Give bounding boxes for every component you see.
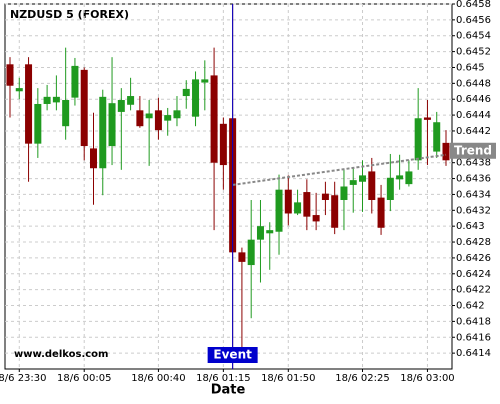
candle-body	[219, 123, 227, 166]
candle-body	[43, 96, 51, 104]
candle-body	[284, 189, 292, 214]
candle-body	[359, 175, 367, 182]
candle-body	[377, 197, 385, 228]
x-axis-label: Date	[211, 383, 246, 398]
y-tick-label: 0.6456	[456, 15, 491, 26]
candle-body	[34, 103, 42, 144]
candle-body	[405, 171, 413, 185]
y-tick-label: 0.642	[456, 301, 485, 312]
x-tick-label: 18/6 23:30	[0, 373, 47, 384]
y-tick-label: 0.6436	[456, 174, 491, 185]
y-tick-label: 0.6434	[456, 189, 491, 200]
candle-body	[164, 115, 172, 121]
candle-body	[173, 110, 181, 119]
event-label: Event	[213, 348, 252, 362]
candle-body	[349, 180, 357, 185]
y-tick-label: 0.6452	[456, 47, 491, 58]
candle-body	[145, 113, 153, 119]
candle-body	[182, 88, 190, 97]
candle-body	[340, 186, 348, 200]
candle-body	[108, 103, 116, 147]
y-tick-label: 0.643	[456, 221, 485, 232]
y-tick-label: 0.6448	[456, 78, 491, 89]
candle-body	[136, 110, 144, 127]
candle-body	[80, 69, 88, 147]
y-tick-label: 0.6442	[456, 126, 491, 137]
candle-body	[192, 79, 200, 117]
candle-body	[266, 230, 274, 234]
candle-body	[386, 177, 394, 200]
event-label-box	[207, 347, 258, 363]
y-tick-label: 0.6454	[456, 31, 491, 42]
candle-body	[6, 64, 14, 86]
trend-line	[232, 153, 447, 186]
candle-body	[414, 118, 422, 161]
y-tick-label: 0.6422	[456, 285, 491, 296]
candle-body	[117, 100, 125, 112]
trend-label-box	[450, 142, 496, 159]
y-tick-label: 0.6438	[456, 158, 491, 169]
candle-body	[396, 175, 404, 180]
y-tick-label: 0.6424	[456, 269, 491, 280]
candle-body	[247, 239, 255, 266]
candle-body	[71, 65, 79, 98]
candle-body	[256, 226, 264, 240]
y-tick-label: 0.645	[456, 62, 485, 73]
candle-body	[52, 96, 60, 103]
x-tick-label: 18/6 01:15	[196, 373, 250, 384]
candle-body	[368, 171, 376, 200]
x-tick-label: 18/6 00:05	[57, 373, 111, 384]
candle-body	[154, 110, 162, 131]
x-tick-label: 18/6 01:50	[261, 373, 315, 384]
x-tick-label: 18/6 02:25	[335, 373, 389, 384]
candle-body	[331, 195, 339, 228]
candle-body	[312, 215, 320, 222]
y-tick-label: 0.6444	[456, 110, 491, 121]
candle-body	[423, 117, 431, 120]
y-tick-label: 0.6426	[456, 253, 491, 264]
plot-area	[4, 3, 453, 370]
candle-body	[321, 193, 329, 200]
candle-body	[433, 122, 441, 152]
watermark: www.delkos.com	[14, 349, 108, 360]
candle-body	[99, 96, 107, 169]
y-tick-label: 0.6432	[456, 205, 491, 216]
y-tick-label: 0.6458	[456, 0, 491, 10]
candle-body	[294, 202, 302, 214]
candle-body	[201, 79, 209, 83]
y-tick-label: 0.6414	[456, 348, 491, 359]
candle-body	[127, 96, 135, 105]
candle-body	[62, 100, 70, 127]
candle-body	[25, 64, 33, 144]
candle-body	[275, 189, 283, 232]
chart-title: NZDUSD 5 (FOREX)	[10, 8, 129, 21]
x-tick-label: 18/6 00:40	[131, 373, 185, 384]
trend-label: Trend	[454, 143, 492, 157]
y-tick-label: 0.6418	[456, 316, 491, 327]
candle-body	[303, 192, 311, 217]
x-tick-label: 18/6 03:00	[400, 373, 454, 384]
candle-body	[238, 252, 246, 262]
candle-body	[15, 88, 23, 92]
candle-body	[89, 148, 97, 169]
candle-body	[442, 142, 450, 161]
y-tick-label: 0.6416	[456, 332, 491, 343]
candle-body	[210, 75, 218, 163]
y-tick-label: 0.6446	[456, 94, 491, 105]
y-tick-label: 0.6428	[456, 237, 491, 248]
